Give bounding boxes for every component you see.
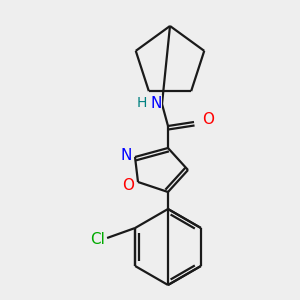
Text: H: H (137, 96, 147, 110)
Text: N: N (150, 95, 162, 110)
Text: O: O (122, 178, 134, 193)
Text: Cl: Cl (90, 232, 104, 247)
Text: N: N (120, 148, 132, 163)
Text: O: O (202, 112, 214, 127)
